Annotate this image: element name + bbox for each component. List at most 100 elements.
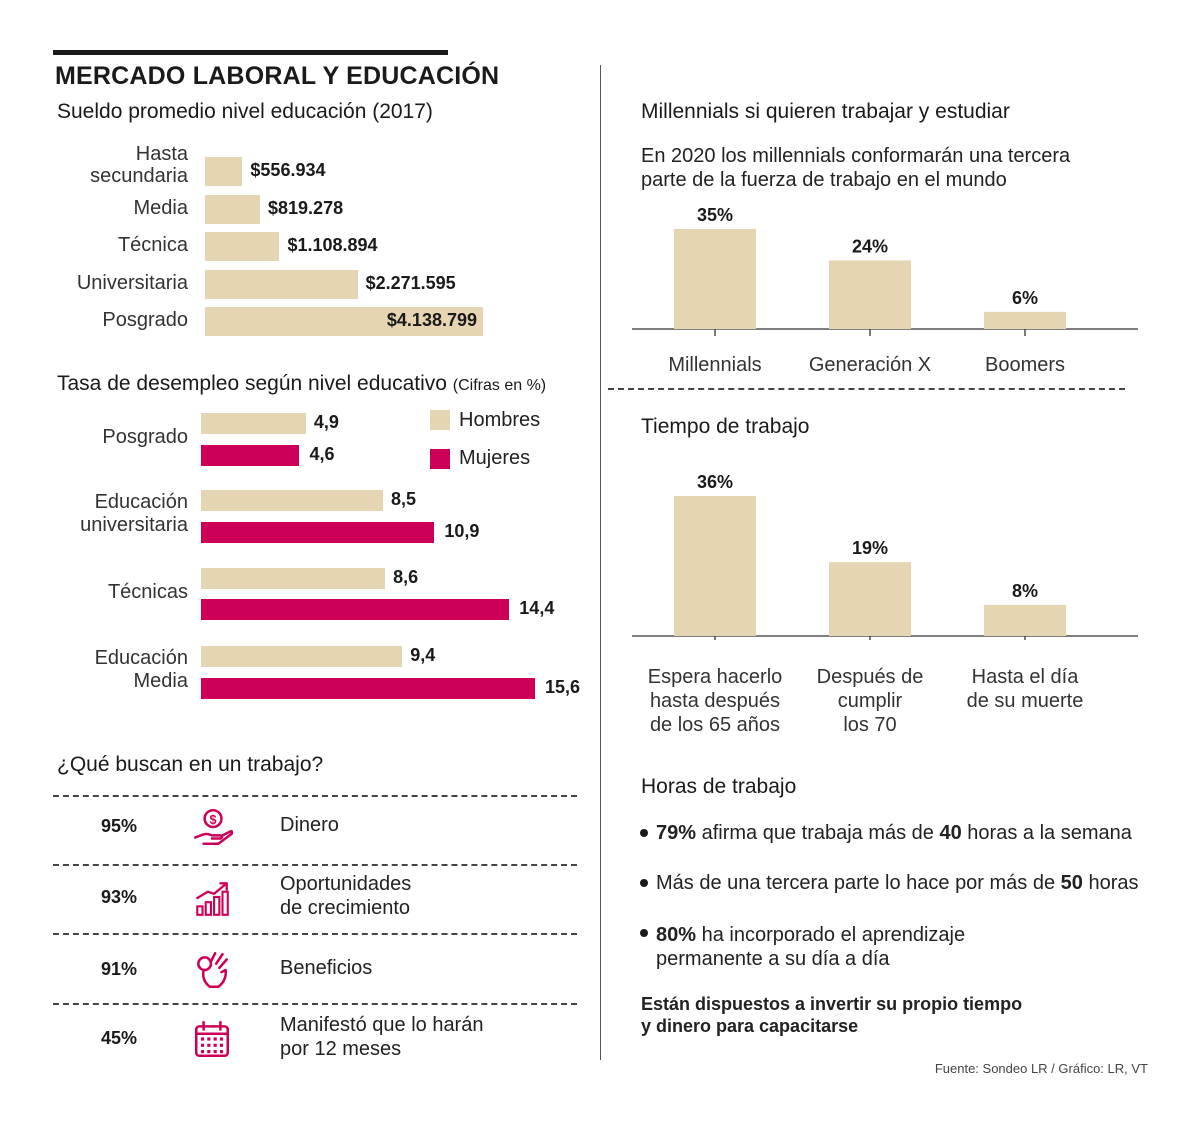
busca-label: por 12 meses xyxy=(280,1038,402,1060)
salary-category-label: Técnica xyxy=(117,234,188,256)
horas-bullet-3: 80% ha incorporado el aprendizaje xyxy=(656,924,965,947)
pct-79: 79% xyxy=(656,822,697,844)
busca-label: Dinero xyxy=(280,814,339,836)
busca-label: Beneficios xyxy=(280,957,373,979)
unemployment-category-label: universitaria xyxy=(80,514,188,536)
column-divider xyxy=(600,65,601,1060)
salary-chart-title: Sueldo promedio nivel educación (2017) xyxy=(57,100,433,123)
conclusion-line-1: Están dispuestos a invertir su propio ti… xyxy=(641,994,1023,1014)
unemployment-value-hombres: 8,5 xyxy=(390,489,417,509)
column-category-label: Millennials xyxy=(668,354,761,376)
pct-80: 80% xyxy=(656,924,697,946)
unemployment-chart-title: Tasa de desempleo según nivel educativo … xyxy=(57,372,546,396)
row-divider xyxy=(53,1003,577,1005)
column-bar xyxy=(674,496,756,636)
unemployment-value-mujeres: 10,9 xyxy=(444,521,480,541)
b2-tail: horas xyxy=(1082,872,1139,894)
money-hand-icon: $ xyxy=(191,806,234,848)
unemployment-bar-hombres xyxy=(201,412,306,434)
row-divider xyxy=(53,864,577,866)
salary-bar xyxy=(205,194,261,224)
bullet-2 xyxy=(640,879,648,887)
column-bar xyxy=(984,604,1066,636)
salary-bar xyxy=(205,307,483,336)
tiempo-chart-svg: 36% 19% 8% xyxy=(632,472,1138,640)
legend-swatch-mujeres xyxy=(430,449,450,469)
svg-text:$: $ xyxy=(210,813,217,827)
column-category-label: Espera hacerlo xyxy=(647,666,783,688)
unemployment-bar-hombres xyxy=(201,489,383,511)
bullet-1 xyxy=(640,829,648,837)
salary-bar xyxy=(205,269,358,299)
salary-bar xyxy=(205,232,280,261)
unemployment-bar-hombres xyxy=(201,645,403,667)
unemployment-value-mujeres: 15,6 xyxy=(545,677,581,697)
millennials-chart-svg: 35% Millennials 24% Generación X 6% Boomers xyxy=(632,205,1138,376)
column-value-label: 35% xyxy=(697,205,733,225)
conclusion-line-2: y dinero para capacitarse xyxy=(641,1016,859,1036)
column-value-label: 19% xyxy=(852,538,888,558)
source-credit: Fuente: Sondeo LR / Gráfico: LR, VT xyxy=(934,1061,1148,1076)
unemployment-value-hombres: 8,6 xyxy=(393,567,419,587)
horas-bullet-3-line2: permanente a su día a día xyxy=(656,948,890,970)
b1-tail: horas a la semana xyxy=(961,822,1132,844)
unemployment-bar-mujeres xyxy=(201,598,510,620)
column-value-label: 6% xyxy=(1012,288,1038,308)
bullet-3 xyxy=(640,929,648,937)
column-bar xyxy=(674,229,756,329)
b1-text: afirma que trabaja más de xyxy=(696,822,940,844)
hours-40: 40 xyxy=(939,822,962,844)
column-category-label: Después de xyxy=(816,666,924,688)
row-divider xyxy=(53,795,577,797)
millennials-title: Millennials si quieren trabajar y estudi… xyxy=(641,100,1010,123)
unemployment-category-label: Educación xyxy=(94,647,188,669)
column-category-label: de su muerte xyxy=(966,690,1084,712)
growth-chart-icon xyxy=(191,877,233,919)
column-bar xyxy=(984,311,1066,329)
horas-bullet-2: Más de una tercera parte lo hace por más… xyxy=(656,872,1139,895)
page-title: MERCADO LABORAL Y EDUCACIÓN xyxy=(55,62,500,90)
salary-category-label: Hasta xyxy=(135,143,188,165)
busca-title: ¿Qué buscan en un trabajo? xyxy=(57,753,324,776)
column-category-label: Boomers xyxy=(985,354,1065,376)
unemployment-value-mujeres: 14,4 xyxy=(519,598,555,618)
unemployment-value-hombres: 9,4 xyxy=(410,645,436,665)
b2-text: Más de una tercera parte lo hace por más… xyxy=(656,872,1061,894)
busca-label: Manifestó que lo harán xyxy=(280,1014,484,1036)
unemployment-category-label: Posgrado xyxy=(102,426,188,448)
unemployment-value-mujeres: 4,6 xyxy=(309,444,335,464)
salary-value-label: $2.271.595 xyxy=(365,272,456,293)
b3-text: ha incorporado el aprendizaje xyxy=(696,924,966,946)
salary-category-label: Media xyxy=(133,196,188,219)
column-bar xyxy=(829,562,911,636)
unemployment-category-label: Técnicas xyxy=(107,580,188,603)
legend-label-mujeres: Mujeres xyxy=(459,447,531,469)
salary-value-label: $1.108.894 xyxy=(287,235,378,255)
horas-bullet-1: 79% afirma que trabaja más de 40 horas a… xyxy=(656,822,1132,845)
salary-category-label: Universitaria xyxy=(76,271,188,294)
salary-value-label: $556.934 xyxy=(250,160,326,180)
calendar-icon xyxy=(191,1018,233,1060)
column-category-label: de los 65 años xyxy=(649,714,781,736)
unemployment-category-label: Educación xyxy=(94,491,188,513)
horas-title: Horas de trabajo xyxy=(641,775,797,798)
unemployment-title-text: Tasa de desempleo según nivel educativo xyxy=(57,372,447,395)
legend-swatch-hombres xyxy=(430,410,450,430)
ok-hand-icon xyxy=(191,949,233,991)
column-bar xyxy=(829,260,911,329)
column-category-label: Hasta el día xyxy=(971,666,1079,688)
column-category-label: cumplir xyxy=(837,690,903,712)
column-category-label: los 70 xyxy=(843,714,897,736)
unemployment-category-label: Media xyxy=(133,670,188,692)
column-category-label: Generación X xyxy=(809,354,931,376)
busca-label: Oportunidades xyxy=(280,873,412,895)
salary-bar xyxy=(205,157,243,186)
millennials-subtitle: En 2020 los millennials conformarán una … xyxy=(641,145,1071,191)
busca-percent: 93% xyxy=(100,887,138,907)
busca-percent: 91% xyxy=(100,959,138,979)
salary-value-label: $819.278 xyxy=(268,197,344,218)
busca-percent: 45% xyxy=(100,1028,138,1048)
tiempo-title: Tiempo de trabajo xyxy=(641,415,810,438)
unemployment-value-hombres: 4,9 xyxy=(313,412,339,432)
column-value-label: 36% xyxy=(697,472,733,492)
